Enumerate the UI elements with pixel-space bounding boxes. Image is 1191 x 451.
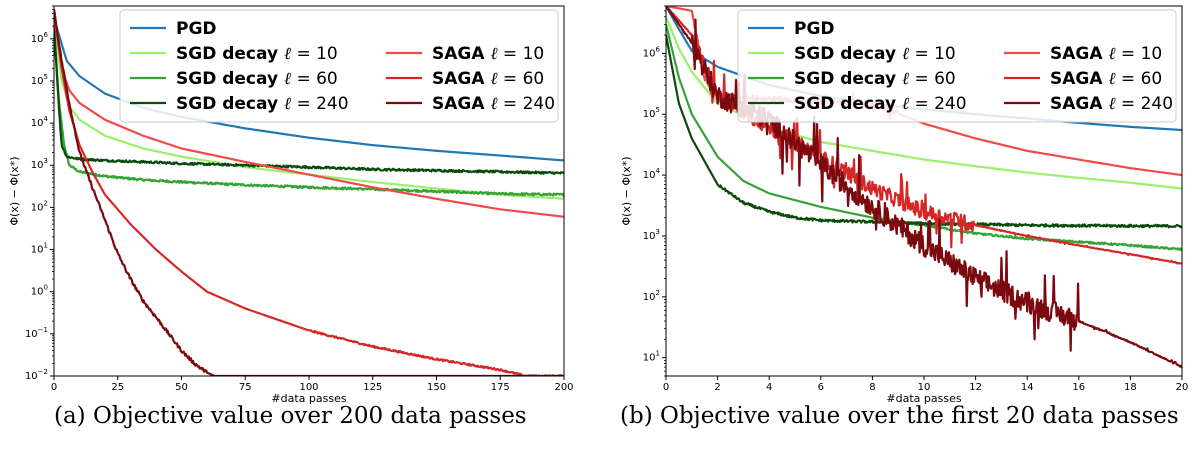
legend-label: SAGA ℓ = 10 <box>1050 44 1162 64</box>
x-tick-label: 4 <box>766 382 772 393</box>
y-tick-label: 105 <box>643 106 660 120</box>
series-line-sgd-decay-l-240 <box>54 26 564 176</box>
caption-b: (b) Objective value over the first 20 da… <box>620 403 1179 429</box>
caption-a: (a) Objective value over 200 data passes <box>54 403 527 429</box>
y-tick-label: 104 <box>643 167 661 181</box>
legend-label: SAGA ℓ = 240 <box>432 94 555 114</box>
y-tick-label: 101 <box>643 350 660 364</box>
x-tick-label: 150 <box>427 382 446 393</box>
x-tick-label: 25 <box>111 382 124 393</box>
y-tick-label: 100 <box>31 284 48 298</box>
y-axis-label: Φ(x) − Φ(x*) <box>620 156 633 225</box>
series-line-sgd-decay-l-60 <box>54 25 564 197</box>
x-tick-label: 18 <box>1124 382 1137 393</box>
legend-label: SAGA ℓ = 10 <box>432 44 544 64</box>
x-axis-label: #data passes <box>886 392 961 405</box>
legend-label: SGD decay ℓ = 60 <box>176 69 338 89</box>
x-tick-label: 100 <box>299 382 318 393</box>
series-line-saga-l-10 <box>54 13 564 218</box>
y-tick-label: 10−2 <box>25 368 48 382</box>
y-tick-label: 106 <box>31 31 49 45</box>
x-tick-label: 16 <box>1072 382 1085 393</box>
legend-label: SAGA ℓ = 240 <box>1050 94 1173 114</box>
x-tick-label: 0 <box>663 382 669 393</box>
x-tick-label: 200 <box>554 382 573 393</box>
x-tick-label: 125 <box>363 382 382 393</box>
legend-label: SGD decay ℓ = 60 <box>794 69 956 89</box>
legend-label: SGD decay ℓ = 240 <box>176 94 349 114</box>
y-tick-label: 104 <box>31 115 49 129</box>
x-tick-label: 12 <box>969 382 982 393</box>
series-line-sgd-decay-l-240 <box>666 34 1182 229</box>
x-tick-label: 175 <box>491 382 510 393</box>
x-tick-label: 20 <box>1176 382 1189 393</box>
x-tick-label: 14 <box>1021 382 1034 393</box>
series-group <box>54 9 564 376</box>
x-axis-label: #data passes <box>271 392 346 405</box>
legend-label: SGD decay ℓ = 240 <box>794 94 967 114</box>
legend-label: SAGA ℓ = 60 <box>1050 69 1162 89</box>
legend-label: PGD <box>176 19 217 39</box>
x-tick-label: 10 <box>918 382 931 393</box>
x-tick-label: 0 <box>51 382 57 393</box>
legend-box <box>737 9 1177 123</box>
y-tick-label: 101 <box>31 242 48 256</box>
x-tick-label: 75 <box>239 382 252 393</box>
legend-label: SGD decay ℓ = 10 <box>176 44 338 64</box>
x-tick-label: 6 <box>818 382 824 393</box>
y-tick-label: 103 <box>643 228 660 242</box>
y-tick-label: 102 <box>643 289 660 303</box>
legend-label: SAGA ℓ = 60 <box>432 69 544 89</box>
y-axis-label: Φ(x) − Φ(x*) <box>8 156 21 225</box>
y-tick-label: 105 <box>31 73 48 87</box>
panel-b-line-chart: 0 2 4 6 8 10 12 14 16 18 20 101 102 103 104 105 106 #data… <box>620 5 1189 405</box>
legend-label: SGD decay ℓ = 10 <box>794 44 956 64</box>
x-tick-label: 2 <box>714 382 720 393</box>
x-tick-label: 8 <box>869 382 875 393</box>
panel-a-line-chart: 0 25 50 75 100 125 150 175 200 10−2 10−1 100 101 102 1… <box>8 5 574 405</box>
x-tick-label: 50 <box>175 382 188 393</box>
y-tick-label: 102 <box>31 199 48 213</box>
series-line-saga-l-240 <box>54 9 564 376</box>
y-tick-label: 10−1 <box>25 326 48 340</box>
y-tick-label: 106 <box>643 45 661 59</box>
legend-label: PGD <box>794 19 835 39</box>
legend-box <box>119 9 559 123</box>
series-line-saga-l-60 <box>54 9 564 376</box>
y-tick-label: 103 <box>31 157 48 171</box>
